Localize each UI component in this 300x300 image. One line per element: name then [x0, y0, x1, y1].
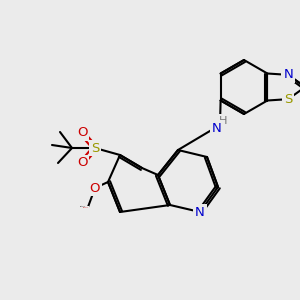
- Text: S: S: [284, 93, 292, 106]
- Text: N: N: [283, 68, 293, 81]
- Text: N: N: [195, 206, 205, 218]
- Text: O: O: [77, 127, 87, 140]
- Text: S: S: [91, 142, 99, 154]
- Text: N: N: [212, 122, 222, 134]
- Text: H: H: [219, 116, 227, 126]
- Text: methoxy: methoxy: [83, 206, 89, 208]
- Text: methoxy: methoxy: [80, 206, 86, 207]
- Text: O: O: [77, 157, 87, 169]
- Text: O: O: [90, 182, 100, 194]
- Text: methoxy: methoxy: [98, 201, 104, 202]
